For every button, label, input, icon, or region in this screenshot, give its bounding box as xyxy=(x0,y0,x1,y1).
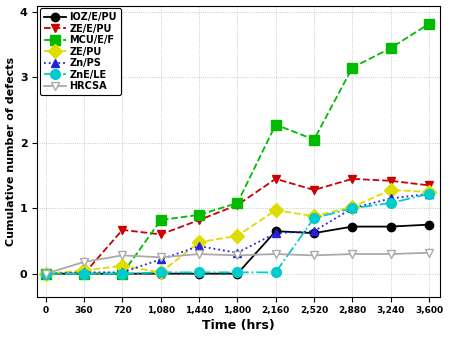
IOZ/E/PU xyxy=(43,272,49,276)
X-axis label: Time (hrs): Time (hrs) xyxy=(202,319,275,333)
IOZ/E/PU xyxy=(311,231,317,235)
IOZ/E/PU xyxy=(120,272,125,276)
Zn/PS xyxy=(388,196,393,200)
Zn/PS xyxy=(196,244,202,248)
Line: ZnE/LE: ZnE/LE xyxy=(41,189,434,279)
IOZ/E/PU xyxy=(273,229,279,233)
Zn/PS xyxy=(158,257,163,261)
MCU/E/F xyxy=(273,123,279,127)
Zn/PS xyxy=(350,206,355,210)
Line: MCU/E/F: MCU/E/F xyxy=(41,19,434,279)
ZE/PU xyxy=(196,240,202,244)
IOZ/E/PU xyxy=(158,272,163,276)
HRCSA xyxy=(158,255,163,259)
Zn/PS xyxy=(120,270,125,274)
ZE/PU xyxy=(273,208,279,212)
ZnE/LE xyxy=(120,272,125,276)
Zn/PS xyxy=(426,192,432,196)
ZnE/LE xyxy=(273,270,279,274)
MCU/E/F xyxy=(426,22,432,26)
ZE/PU xyxy=(426,190,432,194)
HRCSA xyxy=(388,252,393,256)
ZE/E/PU xyxy=(196,218,202,222)
MCU/E/F xyxy=(388,46,393,50)
MCU/E/F xyxy=(196,213,202,217)
MCU/E/F xyxy=(311,138,317,142)
ZE/E/PU xyxy=(311,188,317,192)
ZnE/LE xyxy=(388,201,393,205)
ZnE/LE xyxy=(235,270,240,274)
ZnE/LE xyxy=(196,270,202,274)
ZE/PU xyxy=(311,214,317,218)
ZE/PU xyxy=(350,205,355,209)
ZE/PU xyxy=(43,272,49,276)
Legend: IOZ/E/PU, ZE/E/PU, MCU/E/F, ZE/PU, Zn/PS, ZnE/LE, HRCSA: IOZ/E/PU, ZE/E/PU, MCU/E/F, ZE/PU, Zn/PS… xyxy=(40,8,121,95)
Y-axis label: Cumulative number of defects: Cumulative number of defects xyxy=(5,56,16,246)
ZE/PU xyxy=(158,270,163,274)
ZE/PU xyxy=(235,234,240,238)
HRCSA xyxy=(350,252,355,256)
HRCSA xyxy=(196,252,202,256)
ZnE/LE xyxy=(43,272,49,276)
Zn/PS xyxy=(81,270,87,274)
ZE/PU xyxy=(81,268,87,272)
HRCSA xyxy=(43,272,49,276)
HRCSA xyxy=(81,260,87,264)
HRCSA xyxy=(120,253,125,257)
Zn/PS xyxy=(43,272,49,276)
ZE/E/PU xyxy=(158,233,163,237)
ZE/E/PU xyxy=(388,179,393,183)
ZnE/LE xyxy=(311,216,317,220)
MCU/E/F xyxy=(235,201,240,205)
ZnE/LE xyxy=(158,270,163,274)
MCU/E/F xyxy=(120,272,125,276)
HRCSA xyxy=(273,252,279,256)
ZE/PU xyxy=(388,188,393,192)
ZE/E/PU xyxy=(120,228,125,232)
IOZ/E/PU xyxy=(81,272,87,276)
ZE/E/PU xyxy=(43,272,49,276)
IOZ/E/PU xyxy=(235,272,240,276)
Line: ZE/E/PU: ZE/E/PU xyxy=(42,175,433,278)
ZnE/LE xyxy=(350,206,355,210)
Line: ZE/PU: ZE/PU xyxy=(41,185,434,279)
ZE/E/PU xyxy=(350,177,355,181)
Zn/PS xyxy=(311,229,317,233)
IOZ/E/PU xyxy=(388,224,393,228)
Line: IOZ/E/PU: IOZ/E/PU xyxy=(42,220,433,278)
IOZ/E/PU xyxy=(426,223,432,227)
ZE/E/PU xyxy=(426,183,432,187)
IOZ/E/PU xyxy=(350,224,355,228)
ZE/E/PU xyxy=(273,177,279,181)
Line: HRCSA: HRCSA xyxy=(42,248,433,278)
MCU/E/F xyxy=(350,66,355,70)
MCU/E/F xyxy=(43,272,49,276)
HRCSA xyxy=(235,253,240,257)
IOZ/E/PU xyxy=(196,272,202,276)
MCU/E/F xyxy=(158,218,163,222)
MCU/E/F xyxy=(81,272,87,276)
ZE/E/PU xyxy=(81,272,87,276)
ZE/E/PU xyxy=(235,203,240,207)
ZnE/LE xyxy=(426,192,432,196)
HRCSA xyxy=(311,253,317,257)
Zn/PS xyxy=(273,231,279,235)
ZE/PU xyxy=(120,264,125,268)
Zn/PS xyxy=(235,251,240,255)
Line: Zn/PS: Zn/PS xyxy=(42,190,433,278)
ZnE/LE xyxy=(81,272,87,276)
HRCSA xyxy=(426,251,432,255)
